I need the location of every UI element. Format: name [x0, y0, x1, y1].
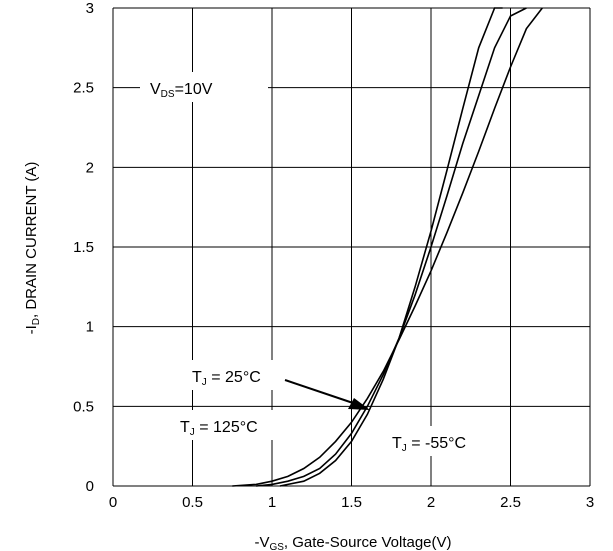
series-line-2 [279, 7, 503, 487]
x-tick-label: 3 [586, 494, 594, 511]
vds-label-bg [140, 72, 268, 102]
x-tick-label: 2.5 [500, 494, 521, 511]
y-tick-label: 1.5 [73, 239, 94, 256]
x-tick-label: 0 [109, 494, 117, 511]
x-tick-labels: 0 0.5 1 1.5 2 2.5 3 [109, 494, 594, 511]
tj125-label: TJ = 125°C [180, 419, 258, 438]
tj25-arrow-head [348, 398, 370, 410]
series-line-1 [256, 7, 527, 487]
x-axis-title: -VGS, Gate-Source Voltage(V) [254, 534, 451, 551]
tjm55-label-bg [382, 426, 494, 456]
y-tick-label: 2 [86, 159, 94, 176]
tj25-label-bg [182, 360, 292, 390]
tj25-arrow-line [284, 379, 357, 405]
x-tick-label: 1.5 [341, 494, 362, 511]
series-curves [232, 7, 543, 487]
y-tick-label: 1 [86, 319, 94, 336]
tj125-label-bg [172, 410, 292, 440]
y-tick-label: 3 [86, 0, 94, 17]
y-tick-labels: 0 0.5 1 1.5 2 2.5 3 [73, 0, 94, 495]
y-tick-label: 0 [86, 478, 94, 495]
tjm55-label: TJ = -55°C [392, 435, 466, 454]
x-tick-label: 1 [268, 494, 276, 511]
y-tick-label: 2.5 [73, 80, 94, 97]
y-tick-label: 0.5 [73, 398, 94, 415]
y-axis-title: -ID, DRAIN CURRENT (A) [23, 162, 42, 335]
x-tick-label: 0.5 [182, 494, 203, 511]
x-tick-label: 2 [427, 494, 435, 511]
tj25-label: TJ = 25°C [192, 369, 261, 388]
vds-label: VDS=10V [150, 81, 213, 100]
